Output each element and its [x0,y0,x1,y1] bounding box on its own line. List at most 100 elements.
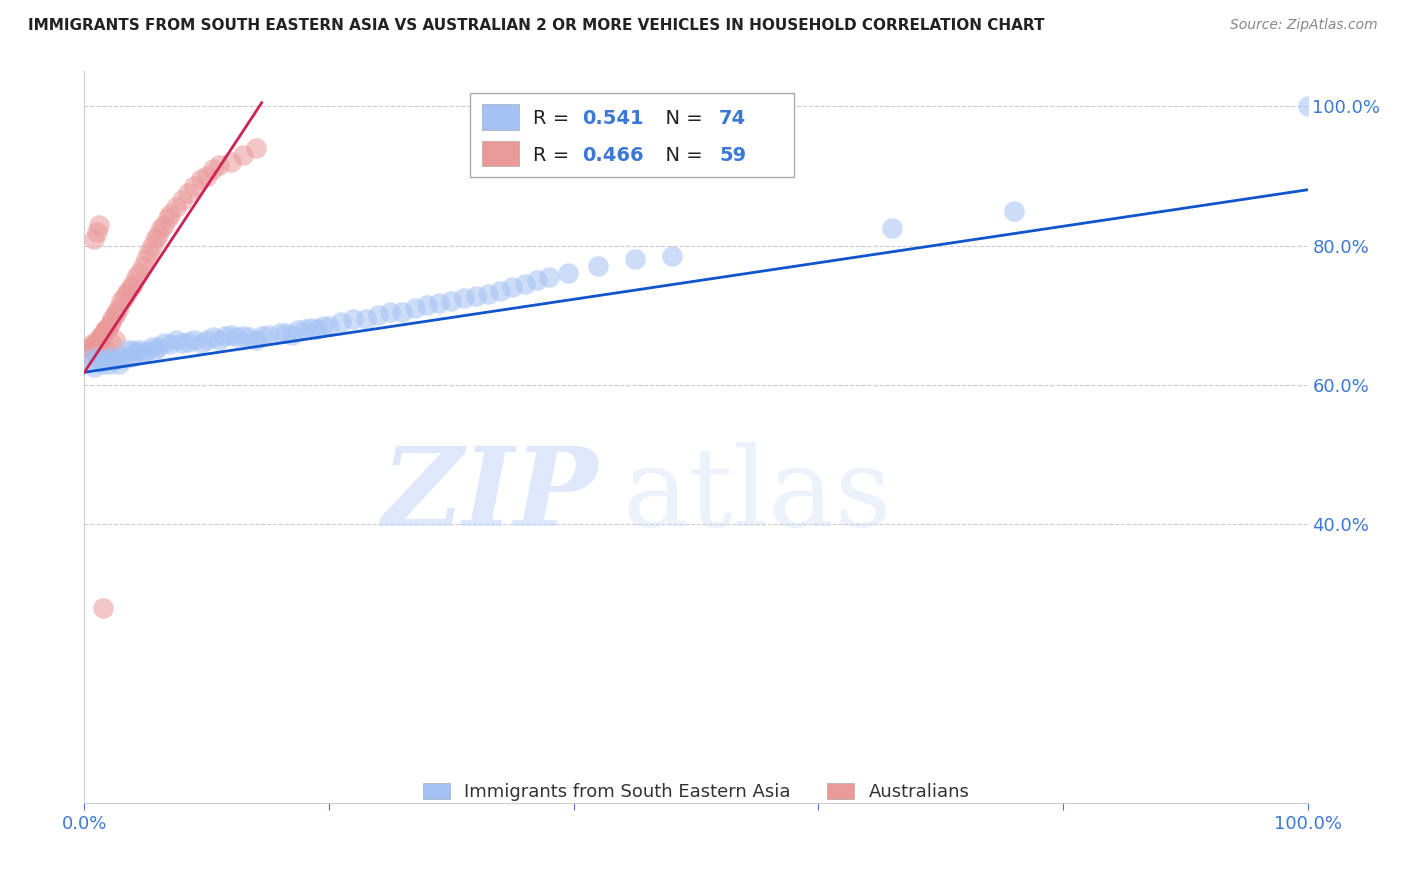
Point [391,304,413,318]
Point [97,320,120,334]
Point [115,287,138,301]
Point [159,207,181,221]
Point [305,322,328,336]
Point [153,336,176,351]
Point [80,343,103,357]
Text: ZIP: ZIP [381,442,598,549]
Text: IMMIGRANTS FROM SOUTH EASTERN ASIA VS AUSTRALIAN 2 OR MORE VEHICLES IN HOUSEHOLD: IMMIGRANTS FROM SOUTH EASTERN ASIA VS AU… [28,18,1045,33]
Point [96,322,118,336]
Point [416,298,439,312]
Point [513,277,536,291]
Point [489,284,512,298]
Point [1296,99,1319,113]
Text: 59: 59 [720,146,747,165]
Point [586,260,609,274]
Text: N =: N = [654,110,709,128]
Point [86,350,108,364]
Point [97,357,120,371]
Point [101,311,124,326]
Point [83,231,105,245]
Point [318,318,340,333]
Point [201,330,224,344]
Point [120,350,142,364]
Point [661,249,683,263]
Point [380,304,402,318]
Point [91,327,114,342]
Point [177,186,200,201]
Point [105,304,128,318]
Text: 0.466: 0.466 [582,146,644,165]
Point [125,346,148,360]
Point [125,269,148,284]
Point [281,327,304,342]
Point [117,284,139,298]
Point [276,326,298,340]
Point [82,336,104,351]
Point [91,350,114,364]
Point [104,333,127,347]
Point [232,329,254,343]
Point [427,295,450,310]
Point [86,225,108,239]
Point [214,329,236,343]
Point [146,228,169,243]
Point [190,172,212,186]
FancyBboxPatch shape [470,94,794,178]
Point [107,357,129,371]
Point [342,311,364,326]
Point [219,327,242,342]
Point [502,280,524,294]
Point [404,301,426,316]
Point [183,333,205,347]
Point [87,218,110,232]
Point [107,301,129,316]
Point [77,346,100,360]
Point [87,353,110,368]
Point [195,169,218,183]
Point [257,327,280,342]
Point [97,318,120,333]
Text: atlas: atlas [623,442,893,549]
Point [183,179,205,194]
Point [526,273,548,287]
Text: 74: 74 [720,110,747,128]
Point [172,193,194,207]
Point [86,336,108,351]
Point [464,288,486,302]
Point [135,252,157,267]
Point [94,324,117,338]
Point [440,294,463,309]
Point [269,326,291,340]
Point [132,346,155,360]
Point [91,600,114,615]
Point [96,353,118,368]
Point [208,333,231,347]
Point [150,221,173,235]
Point [190,336,212,351]
Point [83,360,105,375]
Point [90,329,112,343]
Point [143,343,166,357]
Point [122,277,145,291]
Point [624,252,647,267]
Point [1002,203,1025,218]
Point [367,308,389,322]
Point [250,329,273,343]
Point [153,218,176,232]
Point [330,315,353,329]
Point [477,287,499,301]
Point [135,344,157,359]
Bar [482,141,519,167]
Point [104,308,127,322]
Point [141,238,163,252]
Point [138,245,160,260]
Point [112,291,135,305]
Text: N =: N = [654,146,709,165]
Point [453,291,475,305]
Point [79,339,101,353]
Point [287,324,309,338]
Point [538,269,561,284]
Point [110,350,132,364]
Point [104,353,127,368]
Point [156,211,179,225]
